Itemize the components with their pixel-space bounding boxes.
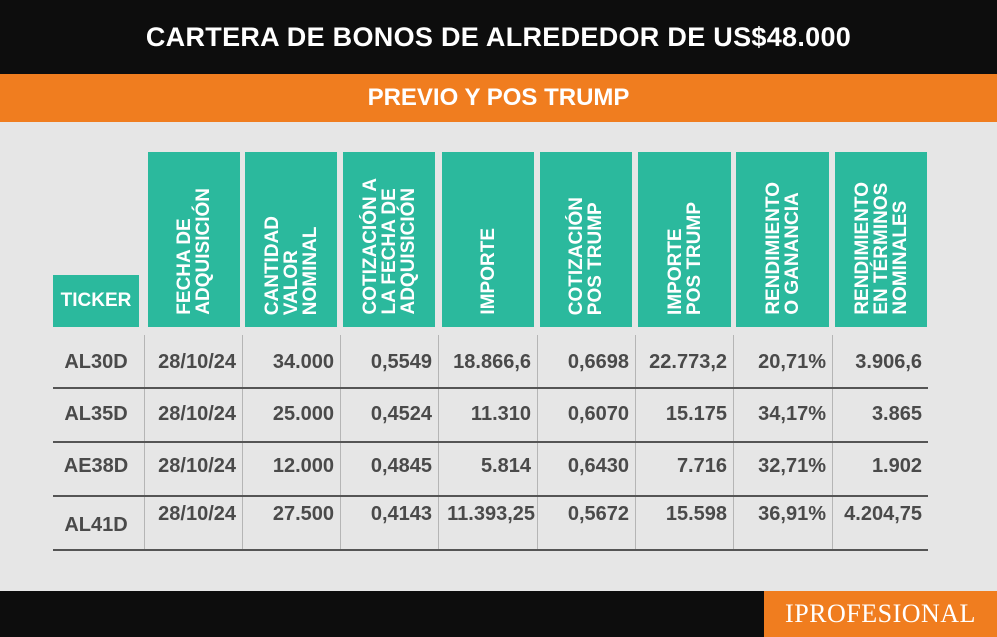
header-cantidad: CANTIDAD VALOR NOMINAL [245,152,337,327]
cell-cantidad: 25.000 [272,403,334,425]
main-title: CARTERA DE BONOS DE ALREDEDOR DE US$48.0… [0,0,997,74]
header-importe-pos-label: IMPORTE POS TRUMP [664,202,705,315]
cell-ticker: AL35D [64,403,128,425]
cell-rendimiento-nominal: 4.204,75 [844,503,922,525]
header-rendimiento-nominal-label: RENDIMIENTO EN TÉRMINOS NOMINALES [851,182,911,315]
header-ticker: TICKER [53,275,139,327]
cell-ticker: AE38D [63,455,129,477]
cell-rendimiento: 36,91% [758,503,826,525]
cell-cotizacion-adq: 0,4524 [370,403,432,425]
cell-importe-pos: 15.598 [665,503,727,525]
header-fecha: FECHA DE ADQUISICIÓN [148,152,240,327]
row-separator [53,441,928,443]
cell-importe: 18.866,6 [453,351,531,373]
cell-cotizacion-adq: 0,4845 [370,455,432,477]
cell-cantidad: 12.000 [272,455,334,477]
header-fecha-label: FECHA DE ADQUISICIÓN [174,188,214,315]
header-rendimiento-label: RENDIMIENTO O GANANCIA [762,182,803,315]
cell-rendimiento: 34,17% [758,403,826,425]
cell-importe: 11.310 [470,403,531,425]
cell-importe-pos: 22.773,2 [649,351,727,373]
cell-fecha: 28/10/24 [158,403,236,425]
cell-cantidad: 27.500 [272,503,334,525]
cell-cotizacion-pos: 0,6430 [567,455,629,477]
cell-rendimiento-nominal: 1.902 [871,455,922,477]
cell-rendimiento: 32,71% [758,455,826,477]
row-separator [53,387,928,389]
cell-importe-pos: 7.716 [676,455,727,477]
brand-logo: IPROFESIONAL [764,591,997,637]
cell-fecha: 28/10/24 [158,503,236,525]
cell-ticker: AL41D [64,514,128,536]
header-ticker-label: TICKER [60,290,132,311]
header-rendimiento: RENDIMIENTO O GANANCIA [736,152,829,327]
cell-cantidad: 34.000 [272,351,334,373]
subtitle-bar: PREVIO Y POS TRUMP [0,74,997,122]
cell-cotizacion-pos: 0,5672 [567,503,629,525]
header-cotizacion-adq-label: COTIZACIÓN A LA FECHA DE ADQUISICIÓN [359,178,419,315]
header-cantidad-label: CANTIDAD VALOR NOMINAL [261,215,321,315]
header-rendimiento-nominal: RENDIMIENTO EN TÉRMINOS NOMINALES [835,152,927,327]
cell-fecha: 28/10/24 [158,351,236,373]
cell-cotizacion-pos: 0,6698 [567,351,629,373]
header-cotizacion-pos: COTIZACIÓN POS TRUMP [540,152,632,327]
cell-importe-pos: 15.175 [665,403,727,425]
header-importe-label: IMPORTE [477,228,499,315]
header-importe: IMPORTE [442,152,534,327]
cell-ticker: AL30D [64,351,128,373]
header-importe-pos: IMPORTE POS TRUMP [638,152,731,327]
header-cotizacion-adq: COTIZACIÓN A LA FECHA DE ADQUISICIÓN [343,152,435,327]
cell-cotizacion-adq: 0,5549 [370,351,432,373]
row-separator [53,549,928,551]
header-cotizacion-pos-label: COTIZACIÓN POS TRUMP [566,196,606,315]
cell-cotizacion-adq: 0,4143 [370,503,432,525]
cell-cotizacion-pos: 0,6070 [567,403,629,425]
cell-rendimiento-nominal: 3.906,6 [855,351,922,373]
row-separator [53,495,928,497]
cell-rendimiento-nominal: 3.865 [871,403,922,425]
cell-importe: 5.814 [480,455,531,477]
cell-rendimiento: 20,71% [758,351,826,373]
cell-importe: 11.393,25 [447,503,535,525]
cell-fecha: 28/10/24 [158,455,236,477]
